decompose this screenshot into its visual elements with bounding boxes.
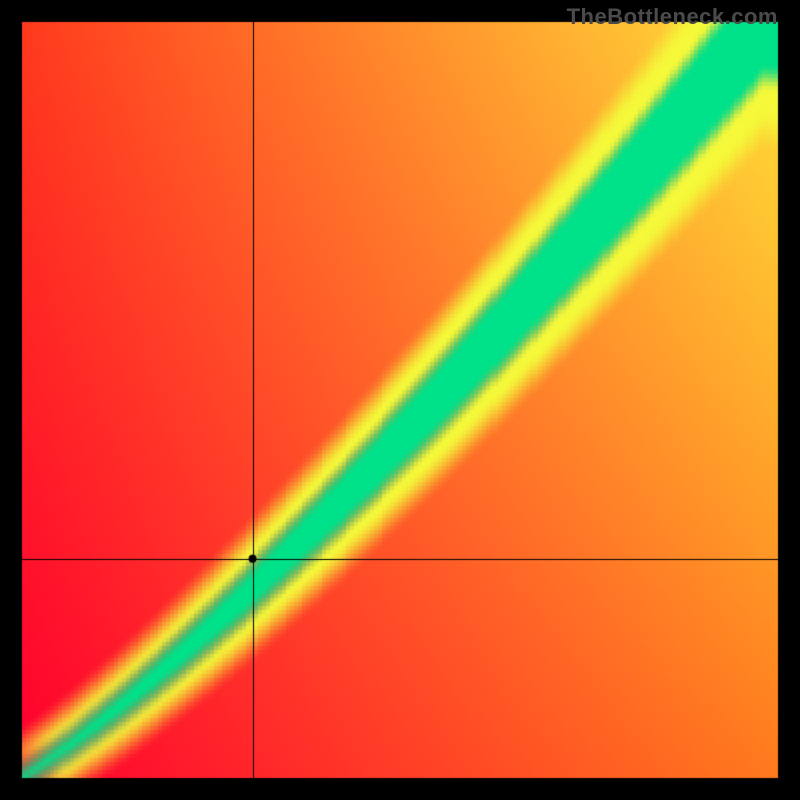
bottleneck-heatmap bbox=[0, 0, 800, 800]
watermark-text: TheBottleneck.com bbox=[567, 4, 778, 30]
